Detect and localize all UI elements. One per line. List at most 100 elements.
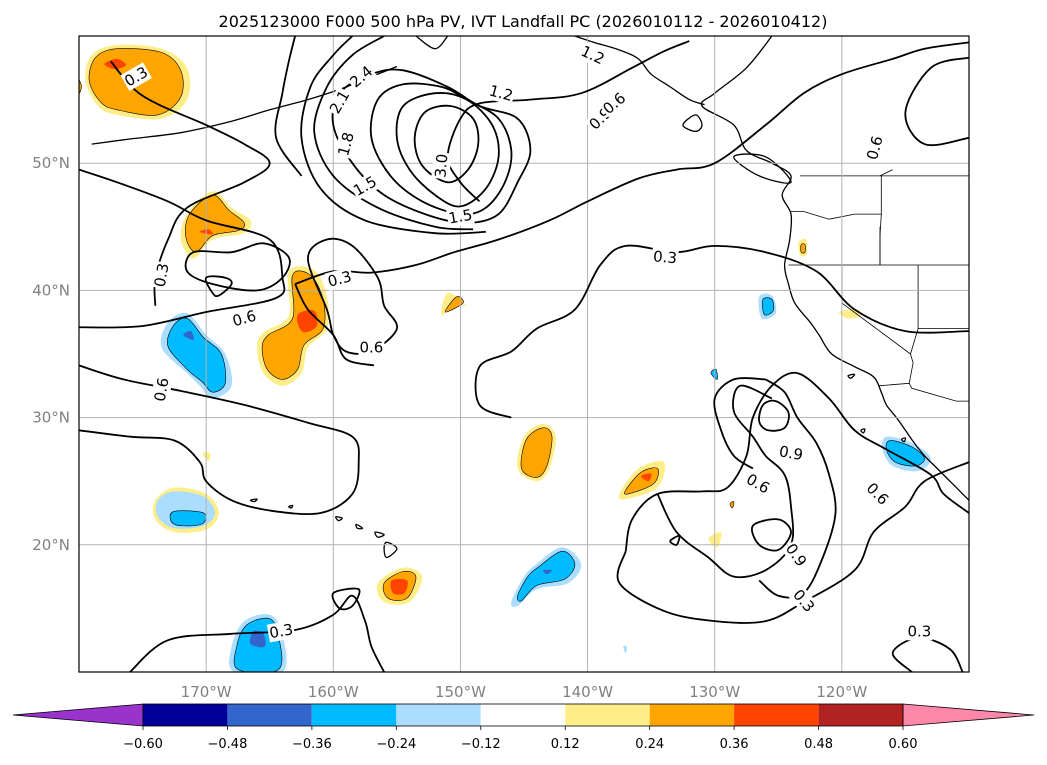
contour-label-text: 0.6 bbox=[863, 134, 887, 162]
pv-contour bbox=[79, 364, 360, 515]
contour-label-bg bbox=[486, 81, 516, 106]
latitude-tick-labels: 20°N 30°N 40°N 50°N bbox=[32, 154, 70, 554]
contour-label-bg bbox=[577, 41, 609, 69]
longitude-tick-labels: 170°W 160°W 150°W 140°W 130°W 120°W bbox=[181, 683, 868, 701]
colorbar-swatch bbox=[143, 704, 228, 726]
contour-label-text: 0.9 bbox=[778, 442, 805, 464]
contour-label-bg bbox=[446, 205, 475, 228]
ivt-region bbox=[183, 330, 194, 341]
contour-label-bg bbox=[776, 442, 806, 465]
pv-contour bbox=[331, 587, 361, 611]
contour-label-text: 0.3 bbox=[652, 247, 677, 267]
pv-contour bbox=[474, 244, 969, 419]
colorbar-swatch bbox=[480, 704, 566, 726]
contour-label: 1.5 bbox=[446, 205, 475, 228]
colorbar-tick-label: −0.60 bbox=[123, 737, 163, 752]
contour-label-bg bbox=[349, 171, 381, 201]
pv-contour bbox=[413, 104, 480, 184]
contour-label-text: 1.2 bbox=[487, 81, 515, 105]
pv-contour bbox=[274, 36, 303, 177]
ivt-region bbox=[640, 473, 652, 482]
ivt-region bbox=[520, 427, 553, 478]
colorbar-tick-label: 0.36 bbox=[720, 737, 749, 752]
colorbar-tick-label: 0.48 bbox=[804, 737, 833, 752]
colorbar-swatch bbox=[311, 704, 397, 726]
ivt-region bbox=[800, 243, 806, 254]
ivt-region bbox=[79, 80, 82, 94]
grid-layer bbox=[79, 36, 969, 672]
colorbar-tick-label: −0.12 bbox=[461, 737, 501, 752]
colorbar-swatch bbox=[734, 704, 819, 726]
contour-label-bg bbox=[781, 539, 811, 571]
coastline bbox=[847, 373, 856, 379]
political-border bbox=[878, 382, 969, 402]
contour-label-bg bbox=[150, 375, 173, 404]
colorbar-swatch bbox=[818, 704, 903, 726]
contour-label: 0.6 bbox=[358, 338, 385, 357]
pv-contour bbox=[184, 242, 291, 292]
contour-label-bg bbox=[345, 61, 378, 92]
pv-contour bbox=[204, 275, 233, 298]
contour-label: 0.3 bbox=[324, 266, 355, 292]
coastline bbox=[249, 498, 258, 503]
contour-label-text: 0.6 bbox=[359, 339, 383, 357]
pv-contour bbox=[110, 60, 271, 306]
pv-contour bbox=[395, 92, 500, 208]
pv-contour bbox=[79, 168, 286, 329]
ivt-region bbox=[517, 550, 576, 602]
coastline bbox=[682, 114, 703, 133]
ivt-region bbox=[729, 501, 735, 509]
colorbar-extend-high bbox=[902, 703, 1035, 727]
coastline bbox=[383, 541, 398, 559]
contour-label-bg bbox=[861, 478, 894, 510]
colorbar-tick-label: −0.36 bbox=[292, 737, 332, 752]
colorbar-tick-label: −0.24 bbox=[376, 737, 416, 752]
pv-contour bbox=[307, 237, 398, 355]
contour-label-bg bbox=[266, 620, 296, 643]
latitude-tick-label: 50°N bbox=[32, 154, 70, 172]
longitude-tick-label: 170°W bbox=[181, 683, 232, 701]
pv-contour bbox=[624, 371, 969, 552]
pv-contour bbox=[300, 36, 486, 235]
colorbar-outline bbox=[142, 703, 904, 727]
colorbar-tick-label: 0.12 bbox=[551, 737, 580, 752]
pv-contour bbox=[904, 56, 969, 147]
political-border bbox=[879, 169, 893, 177]
contour-label-bg bbox=[788, 585, 819, 617]
contour-label-text: 0.6 bbox=[151, 376, 173, 403]
coastline bbox=[574, 36, 705, 106]
contour-label: 0.3 bbox=[651, 247, 679, 268]
pv-contour bbox=[713, 377, 766, 470]
ivt-region bbox=[441, 292, 467, 316]
contour-label-text: 3.0 bbox=[431, 153, 451, 178]
map-frame bbox=[78, 35, 970, 673]
pv-contour bbox=[656, 384, 795, 579]
colorbar-tick-label: −0.48 bbox=[208, 737, 248, 752]
contour-label-bg bbox=[431, 151, 452, 180]
colorbar-tick-label: 0.60 bbox=[889, 737, 918, 752]
pv-contour bbox=[129, 594, 385, 672]
contour-label: 0.6 bbox=[229, 306, 260, 331]
coastline bbox=[374, 531, 385, 538]
ivt-region bbox=[762, 297, 775, 316]
coastline bbox=[900, 437, 907, 443]
ivt-region bbox=[839, 309, 862, 319]
contour-label-bg bbox=[333, 129, 359, 159]
contour-label-text: 1.8 bbox=[334, 130, 358, 158]
colorbar-swatch bbox=[227, 704, 312, 726]
contour-label-text: 0.3 bbox=[907, 622, 931, 640]
pv-contour bbox=[758, 399, 790, 432]
longitude-tick-label: 160°W bbox=[308, 683, 359, 701]
contour-label-bg bbox=[598, 88, 631, 119]
map-background bbox=[79, 36, 969, 672]
contour-label: 0.6 bbox=[150, 375, 173, 404]
contour-label-bg bbox=[906, 622, 933, 641]
contour-label-bg bbox=[325, 86, 354, 118]
pv-contour bbox=[751, 518, 792, 552]
contour-label: 3.0 bbox=[431, 151, 452, 180]
longitude-tick-label: 130°W bbox=[689, 683, 740, 701]
ivt-region bbox=[542, 569, 553, 575]
contour-label: 0.6 bbox=[862, 133, 887, 163]
contour-label-bg bbox=[651, 247, 679, 268]
